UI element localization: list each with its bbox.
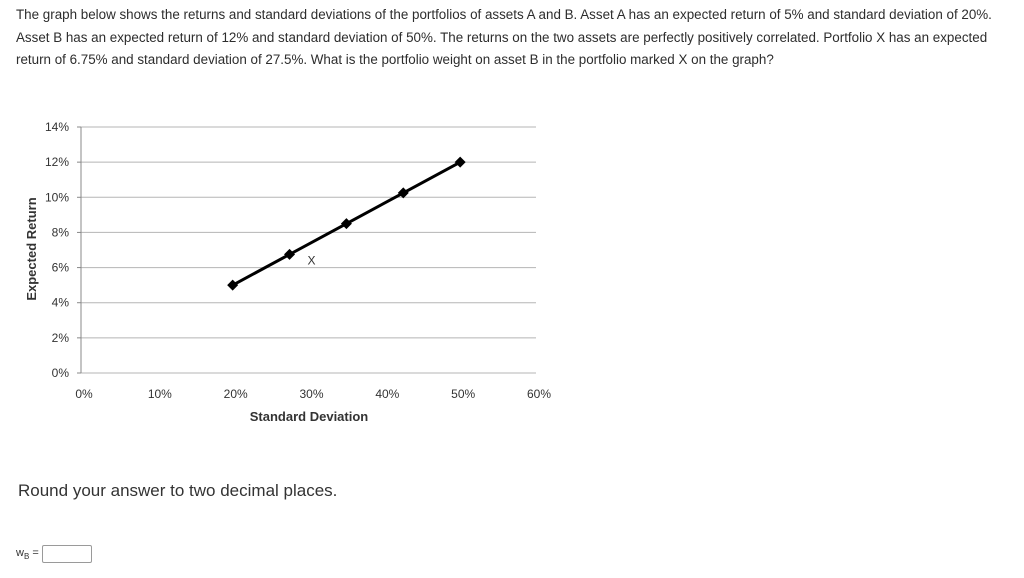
x-tick-label: 0% <box>75 387 93 401</box>
question-text: The graph below shows the returns and st… <box>16 7 992 67</box>
y-tick-label: 2% <box>52 331 70 345</box>
y-tick-label: 10% <box>45 190 69 204</box>
y-tick-label: 8% <box>52 225 70 239</box>
risk-return-chart: 0% 2% 4% 6% 8% 10% 12% 14% 0% 10% 20% 30% 40% 50% 60%… <box>24 120 551 424</box>
x-tick-labels: 0% 10% 20% 30% 40% 50% 60% <box>75 387 551 401</box>
y-tick-label: 12% <box>45 155 69 169</box>
x-tick-label: 50% <box>451 387 475 401</box>
answer-row: wB = <box>16 545 92 563</box>
chart-gridlines <box>81 126 536 374</box>
answer-label-sub: B <box>23 552 30 562</box>
answer-label-main: w <box>16 546 24 559</box>
rounding-instruction: Round your answer to two decimal places. <box>18 481 338 500</box>
y-tick-label: 6% <box>52 261 70 275</box>
chart-series <box>227 156 466 291</box>
y-tick-label: 14% <box>45 120 69 134</box>
x-tick-label: 30% <box>299 387 323 401</box>
x-tick-label: 40% <box>375 387 399 401</box>
data-point-marker <box>454 156 466 168</box>
weight-b-answer-input[interactable] <box>41 545 92 563</box>
y-tick-label: 4% <box>52 296 70 310</box>
chart-annotations: X <box>307 254 315 268</box>
y-axis-label: Expected Return <box>24 197 39 300</box>
x-tick-label: 20% <box>224 387 248 401</box>
point-x-annotation: X <box>307 254 315 268</box>
chart-axes <box>77 126 82 374</box>
data-point-marker <box>340 218 352 230</box>
answer-label-eq: = <box>29 546 39 559</box>
answer-label: wB = <box>16 547 39 561</box>
x-tick-label: 10% <box>148 387 172 401</box>
data-point-marker <box>284 248 296 260</box>
y-tick-label: 0% <box>52 366 70 380</box>
x-tick-label: 60% <box>527 387 551 401</box>
y-tick-labels: 0% 2% 4% 6% 8% 10% 12% 14% <box>45 120 69 380</box>
data-point-marker <box>397 187 409 199</box>
data-point-marker <box>227 279 239 291</box>
x-axis-label: Standard Deviation <box>250 409 369 424</box>
